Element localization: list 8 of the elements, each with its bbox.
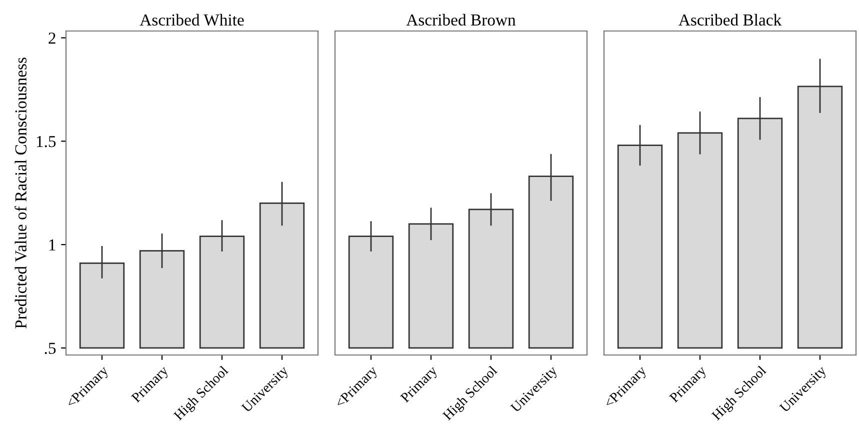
chart-title: Ascribed Brown xyxy=(406,14,516,26)
chart-title: Ascribed White xyxy=(140,14,244,26)
y-tick-label: 1 xyxy=(49,239,56,250)
chart-title: Ascribed Black xyxy=(678,14,782,26)
y-tick-label: 2 xyxy=(48,32,56,44)
y-tick-label: 1.5 xyxy=(36,136,56,148)
y-axis-title: Predicted Value of Racial Consciousness xyxy=(14,58,27,328)
y-tick-label: .5 xyxy=(44,342,56,354)
